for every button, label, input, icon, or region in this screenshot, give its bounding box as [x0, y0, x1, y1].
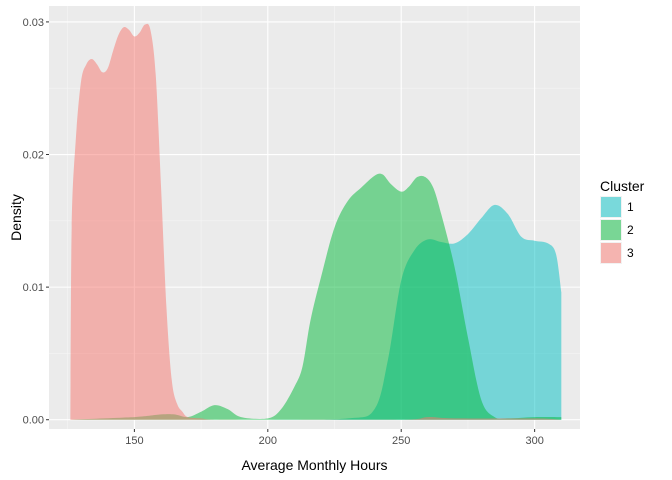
- legend-swatch-cluster-3: [601, 243, 621, 263]
- x-tick-label: 150: [125, 435, 143, 447]
- legend-label-cluster-2: 2: [627, 223, 634, 237]
- density-area-cluster-2: [70, 173, 562, 420]
- x-tick-label: 250: [392, 435, 410, 447]
- legend-label-cluster-1: 1: [627, 200, 634, 214]
- x-tick-label: 300: [525, 435, 543, 447]
- axes: 150 200 250 300 0.00 0.01 0.02 0.03: [23, 17, 544, 447]
- y-tick-label: 0.00: [23, 415, 44, 427]
- legend-swatch-cluster-1: [601, 197, 621, 217]
- density-series: [70, 23, 562, 420]
- x-axis-title: Average Monthly Hours: [241, 457, 387, 473]
- legend-title: Cluster: [600, 178, 645, 194]
- legend: Cluster 1 2 3: [600, 178, 645, 264]
- y-tick-label: 0.02: [23, 150, 44, 162]
- legend-swatch-cluster-2: [601, 220, 621, 240]
- x-tick-label: 200: [259, 435, 277, 447]
- y-tick-label: 0.03: [23, 17, 44, 29]
- y-axis-title: Density: [8, 194, 24, 241]
- y-tick-label: 0.01: [23, 282, 44, 294]
- legend-label-cluster-3: 3: [627, 246, 634, 260]
- density-area-cluster-3: [70, 23, 562, 420]
